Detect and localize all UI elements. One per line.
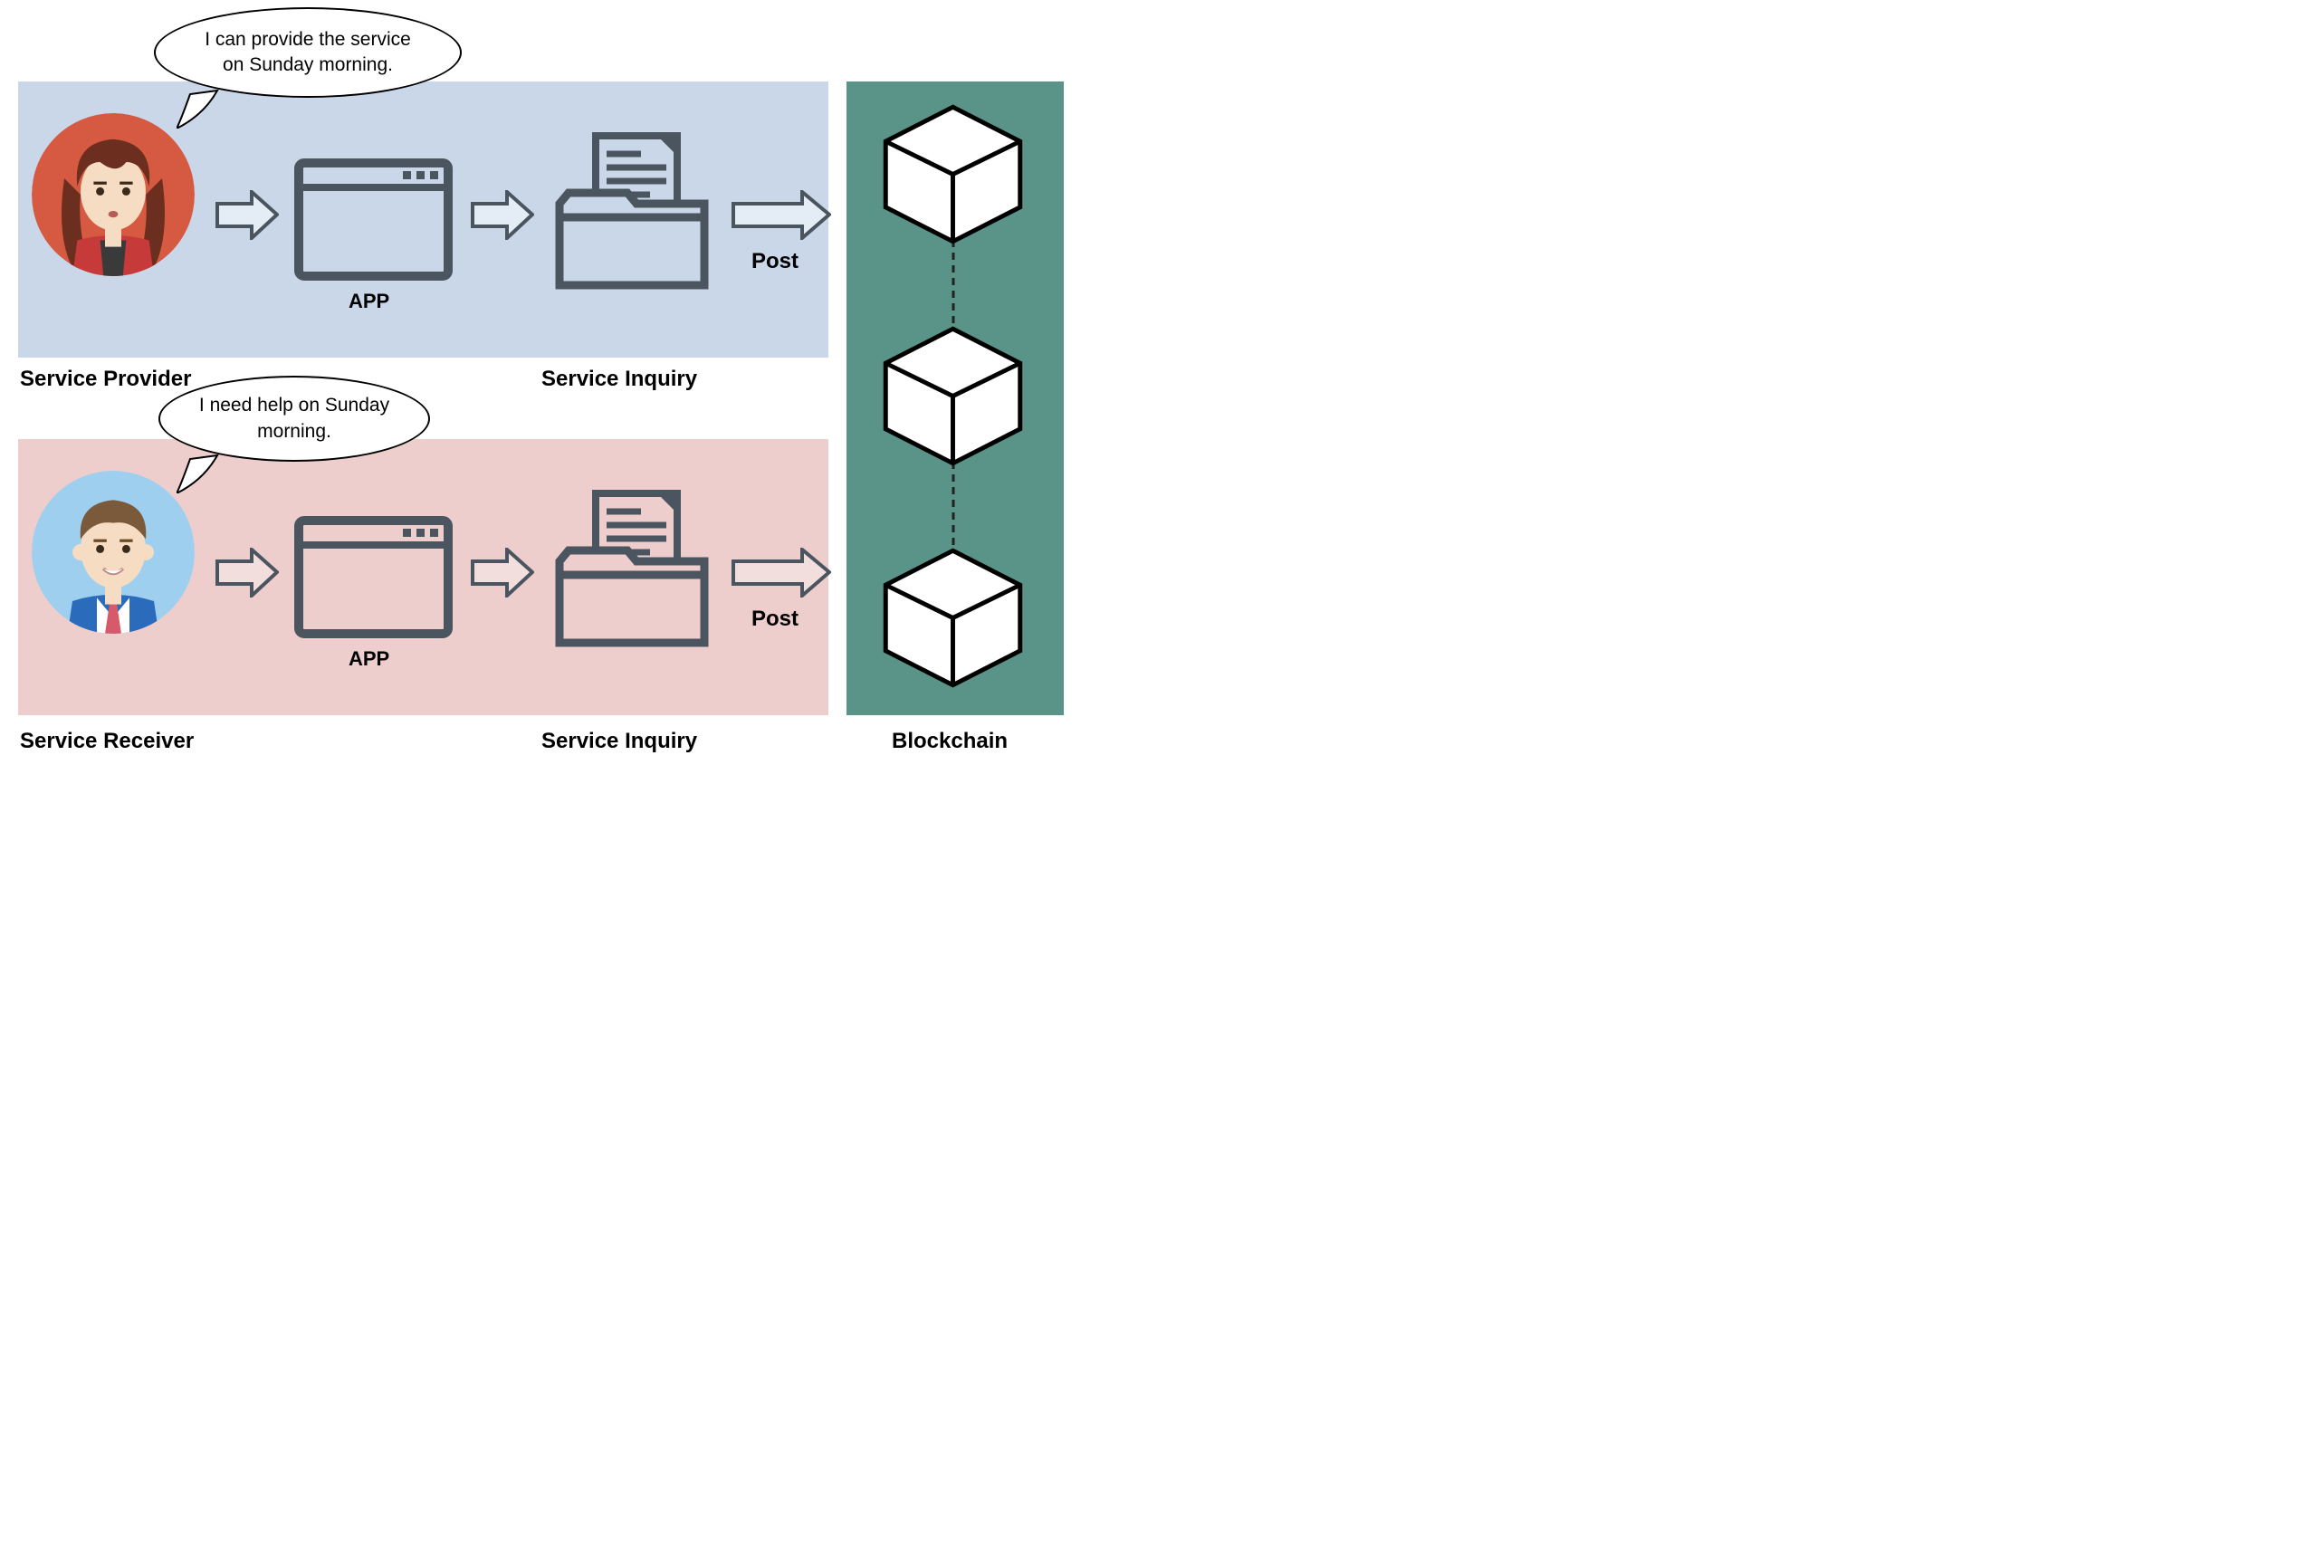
- provider-arrow-3-icon: [732, 190, 831, 240]
- receiver-avatar-icon: [32, 471, 195, 634]
- provider-post-label: Post: [751, 249, 799, 274]
- blockchain-cube-3-icon: [878, 543, 1028, 693]
- receiver-role-label: Service Receiver: [20, 729, 194, 754]
- blockchain-connector-2: [944, 462, 962, 552]
- receiver-inquiry-label: Service Inquiry: [541, 729, 697, 754]
- receiver-speech-bubble: I need help on Sundaymorning.: [158, 376, 430, 462]
- receiver-arrow-1-icon: [215, 548, 279, 598]
- receiver-post-label: Post: [751, 607, 799, 632]
- provider-bubble-text: I can provide the serviceon Sunday morni…: [205, 27, 411, 79]
- provider-arrow-1-icon: [215, 190, 279, 240]
- provider-app-label: APP: [349, 290, 389, 313]
- provider-speech-bubble: I can provide the serviceon Sunday morni…: [154, 7, 462, 98]
- receiver-inquiry-folder-icon: [550, 489, 713, 647]
- provider-avatar-icon: [32, 113, 195, 276]
- receiver-arrow-2-icon: [471, 548, 534, 598]
- provider-app-window-icon: [294, 158, 453, 281]
- receiver-bubble-text: I need help on Sundaymorning.: [199, 393, 389, 445]
- blockchain-cube-1-icon: [878, 100, 1028, 249]
- receiver-app-window-icon: [294, 516, 453, 638]
- blockchain-connector-1: [944, 240, 962, 330]
- receiver-arrow-3-icon: [732, 548, 831, 598]
- provider-arrow-2-icon: [471, 190, 534, 240]
- provider-inquiry-folder-icon: [550, 131, 713, 290]
- blockchain-label: Blockchain: [892, 729, 1008, 754]
- blockchain-cube-2-icon: [878, 321, 1028, 471]
- receiver-app-label: APP: [349, 647, 389, 671]
- provider-inquiry-label: Service Inquiry: [541, 367, 697, 392]
- provider-role-label: Service Provider: [20, 367, 191, 392]
